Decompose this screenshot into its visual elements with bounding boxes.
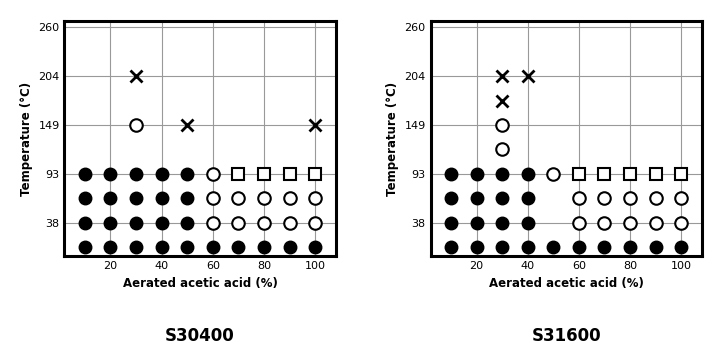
Text: S30400: S30400	[165, 327, 235, 345]
X-axis label: Aerated acetic acid (%): Aerated acetic acid (%)	[122, 277, 278, 290]
X-axis label: Aerated acetic acid (%): Aerated acetic acid (%)	[488, 277, 644, 290]
Text: S31600: S31600	[531, 327, 601, 345]
Y-axis label: Temperature (°C): Temperature (°C)	[20, 82, 33, 196]
Y-axis label: Temperature (°C): Temperature (°C)	[386, 82, 399, 196]
